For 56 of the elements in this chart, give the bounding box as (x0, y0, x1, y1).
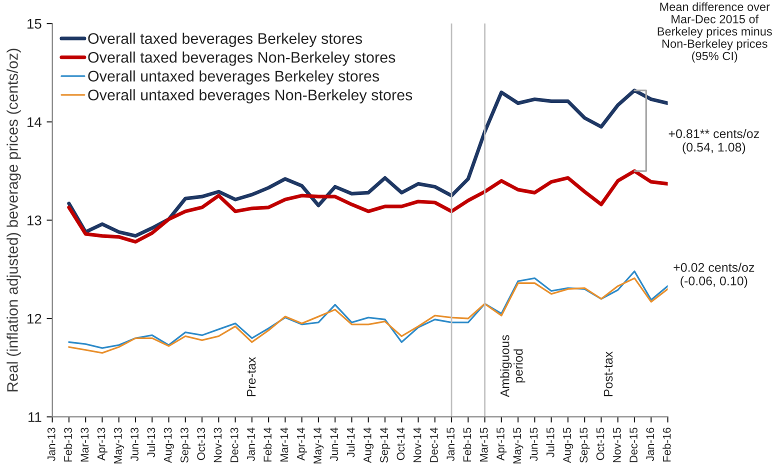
x-tick-label: Feb-13 (64, 428, 72, 462)
x-tick-label: Oct-13 (197, 428, 206, 460)
x-tick-label: Apr-14 (297, 428, 308, 461)
x-tick-label: Feb-16 (662, 428, 671, 462)
legend-label: Overall untaxed beverages Berkeley stores (88, 70, 380, 85)
x-tick-label: Jun-13 (130, 428, 138, 462)
annotation: Ambiguous period (500, 335, 526, 398)
x-tick-label: Oct-14 (396, 428, 405, 460)
x-tick-label: Apr-15 (496, 428, 507, 461)
x-tick-label: Aug-14 (364, 428, 374, 464)
legend-label: Overall taxed beverages Non-Berkeley stores (88, 52, 396, 66)
x-tick-label: Jul-13 (146, 428, 156, 458)
x-tick-label: Jan-14 (247, 428, 255, 462)
x-tick-label: Sep-13 (180, 428, 191, 463)
x-tick-label: May-14 (314, 428, 324, 464)
x-tick-label: Dec-13 (230, 428, 238, 462)
line-series (67, 88, 668, 238)
x-tick-label: Feb-15 (462, 428, 472, 462)
x-tick-label: Jul-14 (346, 428, 355, 458)
x-tick-label: Feb-14 (263, 428, 272, 462)
y-tick-label: 11 (28, 412, 42, 422)
text: +0.02 cents/oz (-0.06, 0.10) (674, 262, 754, 288)
x-tick-label: Nov-15 (613, 428, 621, 462)
x-tick-label: Apr-13 (97, 428, 108, 461)
x-tick-label: Sep-15 (580, 428, 590, 463)
annotation: Mean difference over Mar-Dec 2015 of Berkeley prices minus Non-Berkeley prices (95% CI) (658, 2, 772, 63)
x-tick-label: Dec-15 (630, 428, 638, 462)
x-tick-label: Mar-13 (80, 428, 89, 462)
y-tick-label: 15 (28, 19, 42, 29)
x-tick-label: Jan-16 (646, 428, 654, 462)
x-tick-label: Mar-15 (480, 428, 488, 462)
legend-label: Overall taxed beverages Berkeley stores (88, 32, 362, 47)
x-tick-label: Jan-15 (446, 428, 455, 462)
x-tick-label: Sep-14 (380, 428, 390, 463)
x-tick-label: Oct-15 (596, 428, 604, 460)
x-tick-label: Dec-14 (430, 428, 438, 462)
x-tick-label: Jun-15 (530, 428, 538, 462)
line-series (67, 169, 668, 244)
legend-label: Overall untaxed beverages Non-Berkeley stores (88, 89, 412, 104)
x-tick-label: Jul-15 (546, 428, 554, 458)
x-tick-label: Jun-14 (330, 428, 338, 462)
x-tick-label: Aug-15 (563, 428, 574, 464)
y-tick-label: 12 (28, 314, 42, 324)
x-tick-label: Nov-13 (214, 428, 222, 462)
x-tick-label: Nov-14 (413, 428, 422, 462)
x-tick-label: May-13 (114, 428, 124, 464)
y-tick-label: 14 (28, 117, 42, 127)
y-axis-title: Real (inflation adjusted) beverage prices (cents/oz) (6, 48, 21, 392)
x-tick-label: Jan-13 (47, 428, 56, 462)
text: +0.81** cents/oz (0.54, 1.08) (668, 128, 759, 154)
y-tick-label: 13 (28, 216, 42, 226)
annotation: Pre-tax (246, 357, 256, 396)
annotation: Post-tax (604, 351, 613, 396)
x-tick-label: Aug-13 (164, 428, 174, 464)
x-tick-label: May-15 (513, 428, 524, 464)
x-tick-label: Mar-14 (280, 428, 288, 462)
